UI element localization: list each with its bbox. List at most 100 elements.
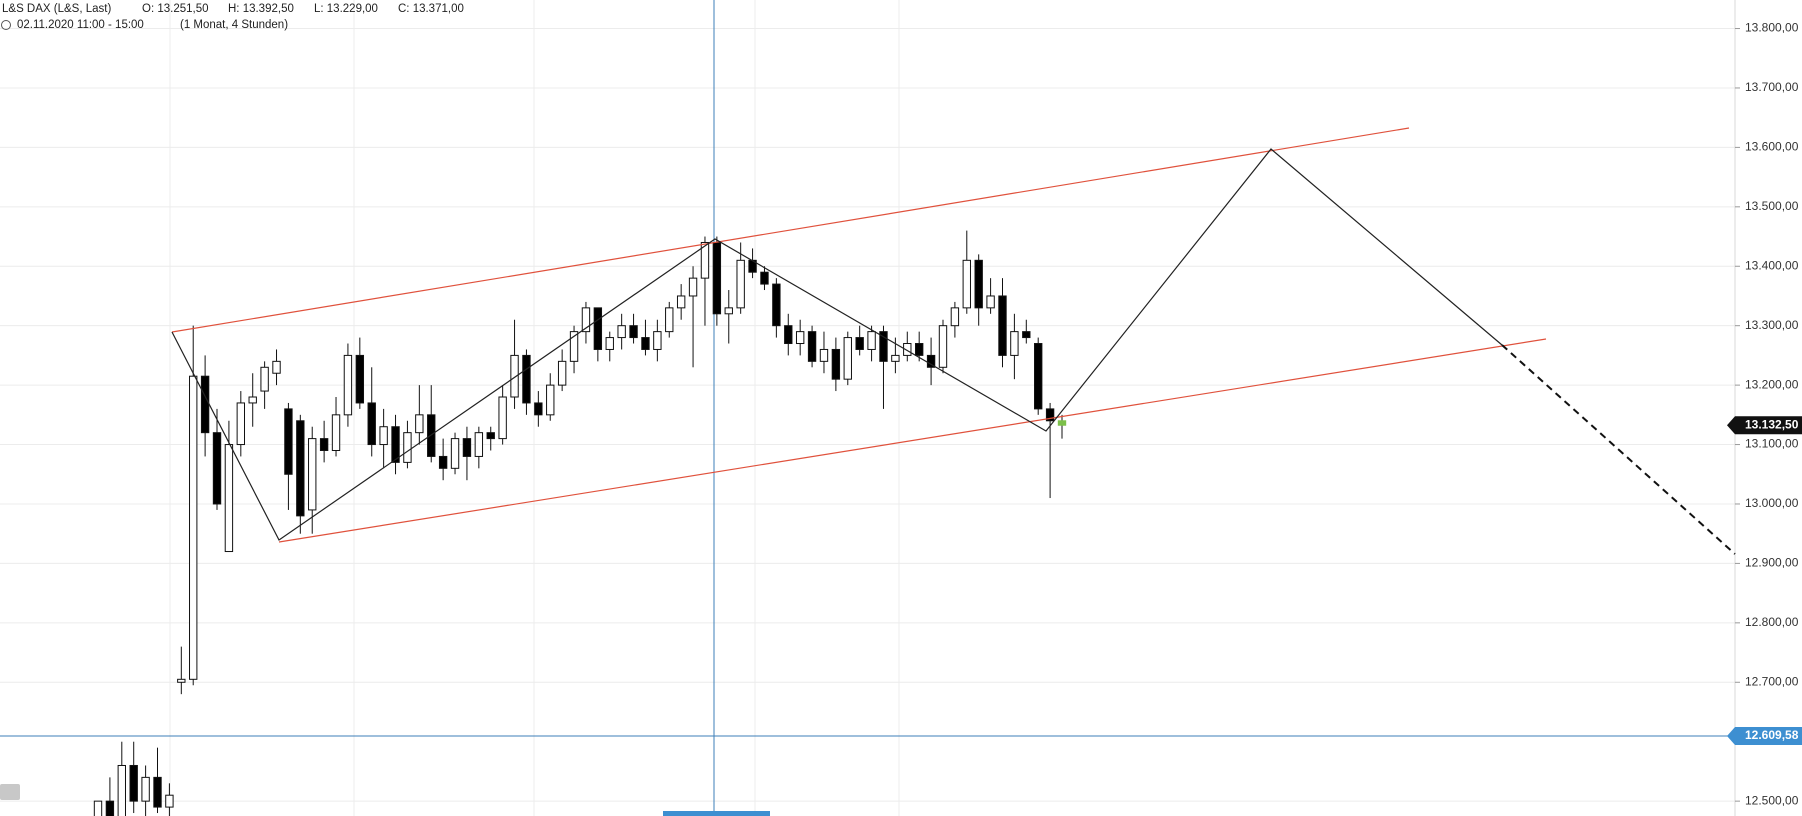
clock-icon (1, 20, 11, 30)
candle-body (486, 432, 495, 440)
candle-body (700, 241, 710, 279)
candle-body (319, 438, 329, 451)
candle-body (391, 426, 400, 463)
y-tick-label: 12.900,00 (1745, 556, 1799, 570)
candle-body (914, 343, 924, 356)
candle-body (760, 271, 769, 285)
candle-body (367, 402, 376, 446)
ohlc-high: H: 13.392,50 (228, 3, 294, 15)
candle-body (427, 414, 436, 457)
candle-body (212, 432, 222, 505)
scroll-button[interactable] (0, 784, 20, 800)
crosshair-price-box (1727, 727, 1802, 746)
header: L&S DAX (L&S, Last) O: 13.251,50 H: 13.3… (1, 3, 464, 31)
candle-body (379, 426, 388, 446)
y-tick-label: 13.700,00 (1745, 80, 1799, 94)
candle-body (557, 360, 567, 386)
last-price-box (1727, 416, 1802, 435)
candle-body (93, 800, 103, 816)
candle-body (629, 325, 638, 339)
candle-body (581, 307, 591, 333)
candle-body (462, 438, 472, 457)
channel-upper (171, 127, 1410, 333)
candle-body (260, 366, 269, 392)
candle-body (712, 241, 722, 315)
candle-body (153, 776, 162, 808)
y-axis: 13.800,00 13.700,00 13.600,00 13.500,00 13.4… (1735, 21, 1799, 807)
candle-body (343, 354, 353, 416)
candle-body (200, 375, 210, 434)
candle-body (855, 337, 864, 350)
ohlc-low: L: 13.229,00 (314, 3, 378, 15)
candle-body (1034, 343, 1043, 410)
candle-body (879, 331, 888, 362)
y-tick-label: 13.200,00 (1745, 377, 1799, 391)
candle-body (986, 295, 995, 309)
candle-body (974, 259, 983, 309)
y-tick-label: 13.600,00 (1745, 140, 1799, 154)
candle-body (867, 331, 876, 350)
candle-body (224, 444, 234, 553)
candle-body (843, 337, 852, 380)
candle-body (189, 375, 198, 680)
candle-body (105, 800, 115, 816)
channel-lower (278, 338, 1547, 543)
candle-body (1057, 420, 1067, 426)
candle-body (296, 420, 305, 517)
candle-body (617, 325, 626, 339)
candle-body (998, 295, 1007, 356)
grid (0, 28, 1735, 802)
candle-body (569, 331, 579, 362)
candle-body (938, 325, 948, 368)
chart-subtitle: 02.11.2020 11:00 - 15:00 (17, 19, 144, 31)
candle-body (903, 343, 912, 356)
candle-body (272, 360, 281, 374)
drawings (171, 127, 1736, 555)
candle-body (331, 414, 341, 451)
candle-body (546, 384, 555, 416)
range-info: (1 Monat, 4 Stunden) (180, 19, 288, 31)
candle-body (653, 331, 662, 350)
candle-body (724, 307, 733, 315)
last-price-label: 13.132,50 (1745, 417, 1799, 431)
candle-body (1010, 331, 1019, 356)
candle-body (676, 295, 686, 309)
y-tick-label: 13.000,00 (1745, 496, 1799, 510)
candle-body (962, 259, 971, 309)
candle-body (129, 764, 138, 802)
zigzag (171, 148, 1503, 541)
y-tick-label: 13.800,00 (1745, 21, 1799, 35)
candle-body (1022, 331, 1031, 339)
candle-body (510, 354, 519, 398)
projection-dashed (1501, 344, 1736, 555)
chart-title: L&S DAX (L&S, Last) (2, 3, 111, 15)
candle-body (308, 438, 317, 511)
candle-body (688, 277, 698, 297)
vertical-grid (169, 0, 900, 816)
candle-body (284, 408, 293, 475)
candle-body (450, 438, 460, 469)
candle-body (117, 764, 126, 816)
ohlc-open: O: 13.251,50 (142, 3, 209, 15)
crosshair-price-label: 12.609,58 (1745, 728, 1799, 742)
candle-body (605, 337, 614, 350)
candles (93, 230, 1067, 816)
candle-body (807, 331, 817, 362)
y-tick-label: 13.500,00 (1745, 199, 1799, 213)
candle-body (522, 354, 531, 404)
candle-body (784, 325, 793, 345)
candle-body (831, 348, 841, 380)
candle-body (534, 402, 543, 416)
candle-body (438, 455, 448, 469)
candle-body (593, 307, 603, 350)
candle-body (355, 354, 365, 404)
ohlc-close: C: 13.371,00 (398, 3, 464, 15)
candle-body (498, 396, 507, 440)
candle-body (795, 331, 805, 345)
candle-body (926, 354, 936, 368)
candle-body (665, 307, 674, 333)
y-tick-label: 13.300,00 (1745, 318, 1799, 332)
candle-body (891, 354, 900, 362)
crosshair-x-marker (663, 811, 770, 816)
